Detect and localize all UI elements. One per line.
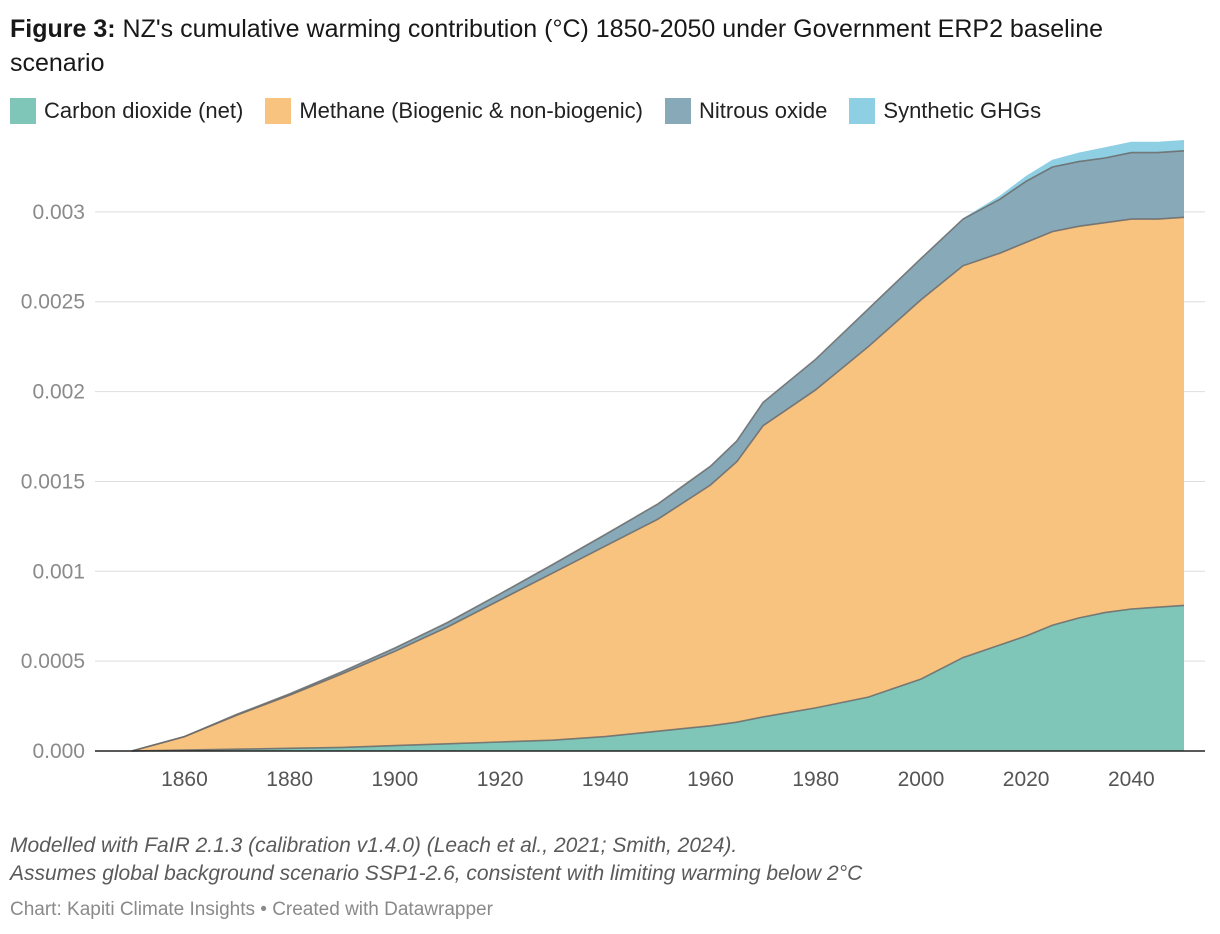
legend-label-co2: Carbon dioxide (net) bbox=[44, 98, 244, 123]
chart-title: Figure 3: NZ's cumulative warming contri… bbox=[10, 12, 1200, 80]
x-tick-label: 1900 bbox=[371, 768, 418, 791]
note-model: Modelled with FaIR 2.1.3 (calibration v1… bbox=[10, 834, 738, 857]
legend-item-methane: Methane (Biogenic & non-biogenic) bbox=[265, 98, 643, 124]
legend-swatch-synthetic bbox=[849, 98, 876, 124]
note-scenario: Assumes global background scenario SSP1-… bbox=[10, 862, 863, 885]
chart-notes: Modelled with FaIR 2.1.3 (calibration v1… bbox=[10, 832, 862, 888]
x-tick-label: 2000 bbox=[898, 768, 945, 791]
x-tick-label: 2020 bbox=[1003, 768, 1050, 791]
area-series-0 bbox=[131, 605, 1184, 751]
series-boundary-line-1 bbox=[131, 216, 1185, 752]
series-boundary-line-2 bbox=[131, 150, 1185, 752]
legend-swatch-nitrous bbox=[665, 98, 691, 124]
area-chart: 0.000 0.0005 0.001 0.0015 0.002 0.0025 0.003 18… bbox=[21, 140, 1205, 791]
legend-label-synthetic: Synthetic GHGs bbox=[883, 98, 1042, 123]
title-text: NZ's cumulative warming contribution (°C… bbox=[10, 15, 1104, 77]
area-series-2 bbox=[131, 150, 1184, 752]
y-tick-label: 0.0015 bbox=[21, 470, 85, 493]
x-tick-label: 1860 bbox=[161, 768, 208, 791]
x-tick-label: 1920 bbox=[477, 768, 524, 791]
legend-label-nitrous: Nitrous oxide bbox=[699, 98, 828, 123]
legend-item-co2: Carbon dioxide (net) bbox=[10, 98, 243, 124]
legend-item-nitrous: Nitrous oxide bbox=[665, 98, 827, 124]
y-tick-label: 0.0025 bbox=[21, 291, 85, 314]
y-tick-label: 0.0005 bbox=[21, 650, 85, 673]
x-tick-label: 1940 bbox=[582, 768, 629, 791]
x-tick-label: 2040 bbox=[1108, 768, 1155, 791]
legend-label-methane: Methane (Biogenic & non-biogenic) bbox=[299, 98, 643, 123]
legend-swatch-co2 bbox=[10, 98, 36, 124]
legend-item-synthetic: Synthetic GHGs bbox=[849, 98, 1041, 124]
x-tick-label: 1960 bbox=[687, 768, 734, 791]
y-tick-label: 0.001 bbox=[32, 560, 85, 583]
x-tick-label: 1880 bbox=[266, 768, 313, 791]
y-tick-label: 0.000 bbox=[32, 740, 85, 763]
legend: Carbon dioxide (net) Methane (Biogenic &… bbox=[10, 98, 1063, 124]
y-tick-label: 0.002 bbox=[32, 381, 85, 404]
figure-label: Figure 3: bbox=[10, 15, 116, 43]
area-series-1 bbox=[131, 217, 1184, 752]
series-boundary-line-0 bbox=[131, 604, 1185, 752]
legend-swatch-methane bbox=[265, 98, 292, 124]
y-tick-label: 0.003 bbox=[32, 201, 85, 224]
chart-credit: Chart: Kapiti Climate Insights • Created… bbox=[10, 899, 493, 920]
x-tick-label: 1980 bbox=[792, 768, 839, 791]
